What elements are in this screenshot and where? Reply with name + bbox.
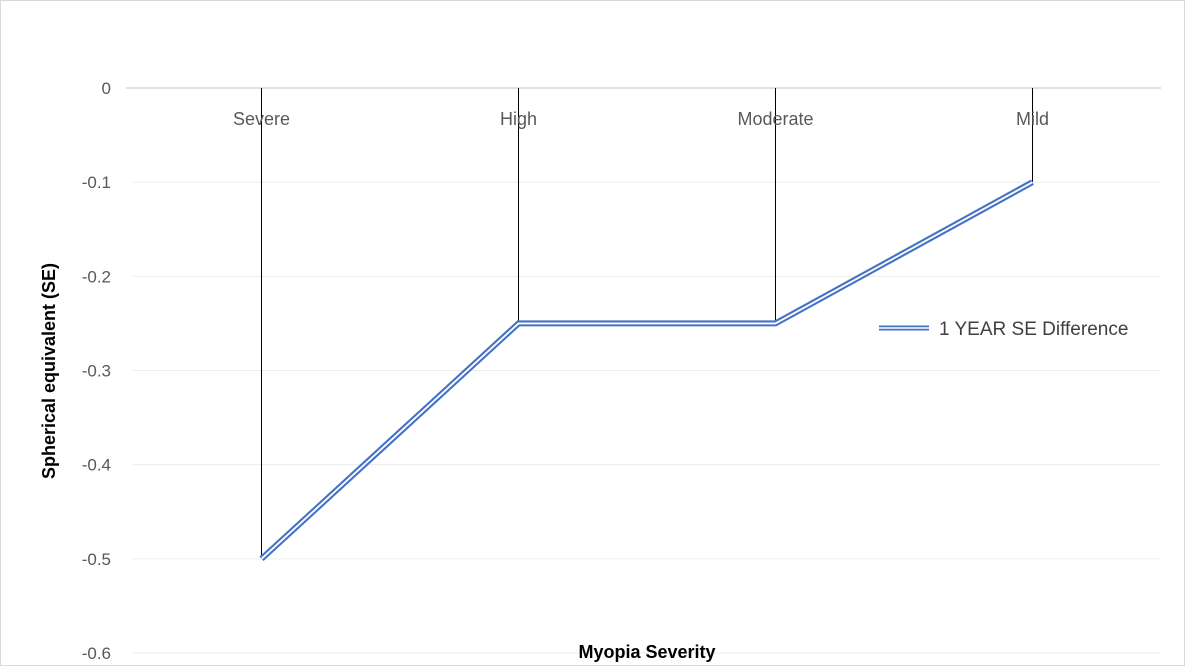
- legend-label: 1 YEAR SE Difference: [939, 319, 1128, 340]
- series-line-inner: [260, 181, 1033, 560]
- y-tick-label: -0.5: [82, 550, 111, 569]
- drop-lines: [261, 88, 1033, 559]
- data-point: [1032, 182, 1033, 183]
- series-lines: [259, 179, 1034, 562]
- data-point: [261, 558, 262, 559]
- category-label: Severe: [233, 109, 290, 129]
- category-label: Moderate: [737, 109, 813, 129]
- y-tick-label: -0.1: [82, 173, 111, 192]
- x-axis-title: Myopia Severity: [578, 642, 715, 662]
- category-label: Mild: [1016, 109, 1049, 129]
- data-point: [518, 323, 519, 324]
- y-tick-label: -0.6: [82, 644, 111, 663]
- y-tick-label: -0.3: [82, 362, 111, 381]
- y-axis-title: Spherical equivalent (SE): [39, 263, 59, 479]
- gridlines: [133, 87, 1161, 654]
- data-point: [775, 323, 776, 324]
- y-tick-label: 0: [102, 79, 111, 98]
- category-label: High: [500, 109, 537, 129]
- legend: 1 YEAR SE Difference: [879, 319, 1128, 340]
- y-tick-label: -0.2: [82, 267, 111, 286]
- category-labels: Severe High Moderate Mild: [233, 109, 1049, 129]
- y-axis-ticks: 0 -0.1 -0.2 -0.3 -0.4 -0.5 -0.6: [82, 79, 133, 663]
- y-tick-label: -0.4: [82, 456, 111, 475]
